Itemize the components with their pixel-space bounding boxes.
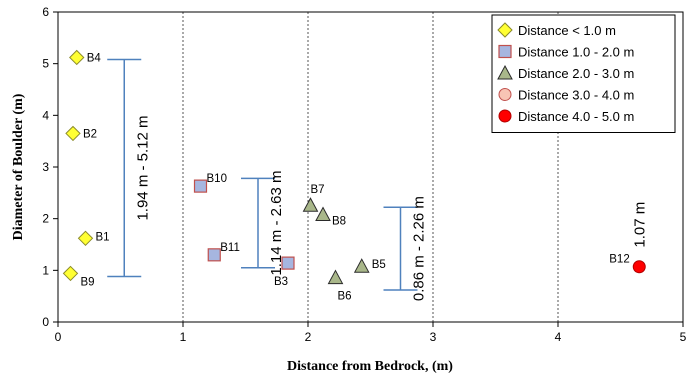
point-B1 <box>79 231 93 245</box>
legend-marker-5 <box>499 110 511 122</box>
legend-entry-1: Distance < 1.0 m <box>518 23 616 38</box>
legend-entry-4: Distance 3.0 - 4.0 m <box>518 88 634 103</box>
point-label-B1: B1 <box>96 231 110 243</box>
y-tick-label-4: 4 <box>42 108 49 122</box>
y-tick-label-6: 6 <box>42 5 49 19</box>
range-label: 1.94 m - 5.12 m <box>134 116 151 221</box>
x-tick-label-0: 0 <box>55 330 62 344</box>
range-label: 0.86 m - 2.26 m <box>411 196 428 301</box>
point-label-B8: B8 <box>332 216 346 228</box>
y-axis-title: Diameter of Boulder (m) <box>11 93 26 240</box>
point-label-B12: B12 <box>609 254 629 266</box>
point-B9 <box>64 266 78 280</box>
legend-entry-5: Distance 4.0 - 5.0 m <box>518 109 634 124</box>
point-B7 <box>304 198 318 211</box>
point-B6 <box>329 271 343 284</box>
point-B8 <box>316 208 330 221</box>
legend: Distance < 1.0 m Distance 1.0 - 2.0 m Dist… <box>492 15 675 133</box>
point-label-B2: B2 <box>83 128 97 140</box>
point-B12 <box>633 261 645 273</box>
point-B2 <box>66 126 80 140</box>
point-label-B4: B4 <box>87 52 102 64</box>
x-tick-label-3: 3 <box>430 330 437 344</box>
annotation-1: 1.07 m <box>631 202 648 248</box>
point-B11 <box>208 249 220 261</box>
x-tick-label-2: 2 <box>305 330 312 344</box>
point-B5 <box>355 259 369 272</box>
point-B4 <box>70 50 84 64</box>
range-bar-3: 0.86 m - 2.26 m <box>384 196 428 301</box>
point-B3 <box>282 257 294 269</box>
x-tick-label-4: 4 <box>555 330 562 344</box>
point-label-B5: B5 <box>372 259 386 271</box>
x-tick-label-1: 1 <box>180 330 187 344</box>
legend-marker-4 <box>499 89 511 101</box>
point-label-B11: B11 <box>220 242 240 254</box>
y-tick-label-1: 1 <box>42 263 49 277</box>
point-label-B7: B7 <box>311 184 325 196</box>
y-tick-label-5: 5 <box>42 57 49 71</box>
point-label-B3: B3 <box>274 276 288 288</box>
point-label-B6: B6 <box>338 291 352 303</box>
y-tick-label-0: 0 <box>42 315 49 329</box>
legend-entry-2: Distance 1.0 - 2.0 m <box>518 45 634 60</box>
range-bar-1: 1.94 m - 5.12 m <box>107 60 151 277</box>
point-label-B10: B10 <box>207 173 227 185</box>
point-B10 <box>195 180 207 192</box>
x-tick-label-5: 5 <box>680 330 687 344</box>
y-tick-label-2: 2 <box>42 212 49 226</box>
y-tick-label-3: 3 <box>42 160 49 174</box>
range-bar-2: 1.14 m - 2.63 m <box>241 171 285 276</box>
legend-marker-2 <box>499 46 511 58</box>
x-axis-title: Distance from Bedrock, (m) <box>287 359 453 374</box>
legend-entry-3: Distance 2.0 - 3.0 m <box>518 66 634 81</box>
point-label-B9: B9 <box>81 276 95 288</box>
